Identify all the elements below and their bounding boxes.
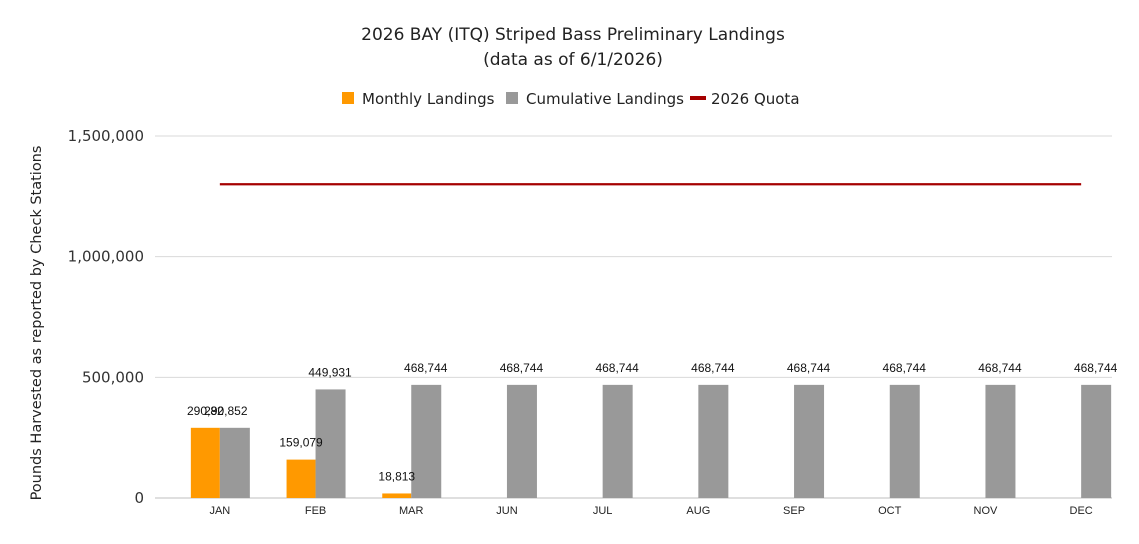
data-label-cumulative-jun: 468,744: [500, 361, 544, 375]
bar-cumulative-oct: [889, 384, 920, 498]
y-axis-label: Pounds Harvested as reported by Check St…: [29, 146, 45, 501]
x-tick-label: JAN: [209, 505, 230, 517]
y-tick-label: 1,000,000: [68, 248, 144, 266]
chart-title: 2026 BAY (ITQ) Striped Bass Preliminary …: [361, 25, 785, 45]
data-label-monthly-mar: 18,813: [378, 469, 415, 483]
data-label-cumulative-jan: 290,852: [204, 404, 248, 418]
data-label-cumulative-dec: 468,744: [1074, 361, 1118, 375]
chart-subtitle: (data as of 6/1/2026): [483, 50, 663, 70]
bar-cumulative-feb: [315, 389, 346, 498]
x-tick-label: MAR: [399, 505, 424, 517]
bars: [190, 384, 1112, 498]
legend-swatch-quota: [690, 96, 706, 100]
x-tick-label: AUG: [686, 505, 710, 517]
bar-monthly-mar: [382, 493, 412, 498]
x-tick-label: SEP: [783, 505, 805, 517]
bar-cumulative-jan: [219, 427, 250, 498]
data-label-cumulative-oct: 468,744: [883, 361, 927, 375]
x-tick-label: JUN: [496, 505, 517, 517]
legend: Monthly Landings Cumulative Landings 202…: [342, 90, 800, 108]
bar-cumulative-mar: [411, 384, 442, 498]
bar-cumulative-dec: [1081, 384, 1112, 498]
legend-label-monthly: Monthly Landings: [362, 90, 495, 108]
data-label-monthly-feb: 159,079: [279, 436, 323, 450]
bar-cumulative-nov: [985, 384, 1016, 498]
data-label-cumulative-aug: 468,744: [691, 361, 735, 375]
gridlines: [155, 135, 1112, 499]
data-label-cumulative-nov: 468,744: [978, 361, 1022, 375]
x-tick-label: NOV: [974, 505, 999, 517]
data-label-cumulative-sep: 468,744: [787, 361, 831, 375]
y-tick-label: 0: [134, 489, 144, 507]
x-tick-label: OCT: [878, 505, 902, 517]
bar-cumulative-jul: [602, 384, 633, 498]
bar-cumulative-sep: [794, 384, 825, 498]
x-axis-ticks: JAN FEB MAR JUN JUL AUG SEP OCT NOV DEC: [209, 505, 1092, 517]
y-axis-ticks: 0 500,000 1,000,000 1,500,000: [68, 127, 144, 507]
x-tick-label: FEB: [305, 505, 326, 517]
bar-monthly-jan: [190, 427, 220, 498]
y-tick-label: 500,000: [82, 368, 144, 386]
x-tick-label: DEC: [1070, 505, 1093, 517]
legend-label-cumulative: Cumulative Landings: [526, 90, 684, 108]
data-label-cumulative-mar: 468,744: [404, 361, 448, 375]
legend-label-quota: 2026 Quota: [711, 90, 800, 108]
legend-swatch-cumulative: [506, 92, 518, 104]
x-tick-label: JUL: [593, 505, 613, 517]
bar-cumulative-jun: [506, 384, 537, 498]
data-label-cumulative-jul: 468,744: [595, 361, 639, 375]
bar-monthly-feb: [286, 459, 316, 498]
legend-swatch-monthly: [342, 92, 354, 104]
y-tick-label: 1,500,000: [68, 127, 144, 145]
data-label-monthly-jan: 290,82: [187, 404, 224, 418]
data-label-cumulative-feb: 449,931: [308, 365, 352, 379]
bar-cumulative-aug: [698, 384, 729, 498]
